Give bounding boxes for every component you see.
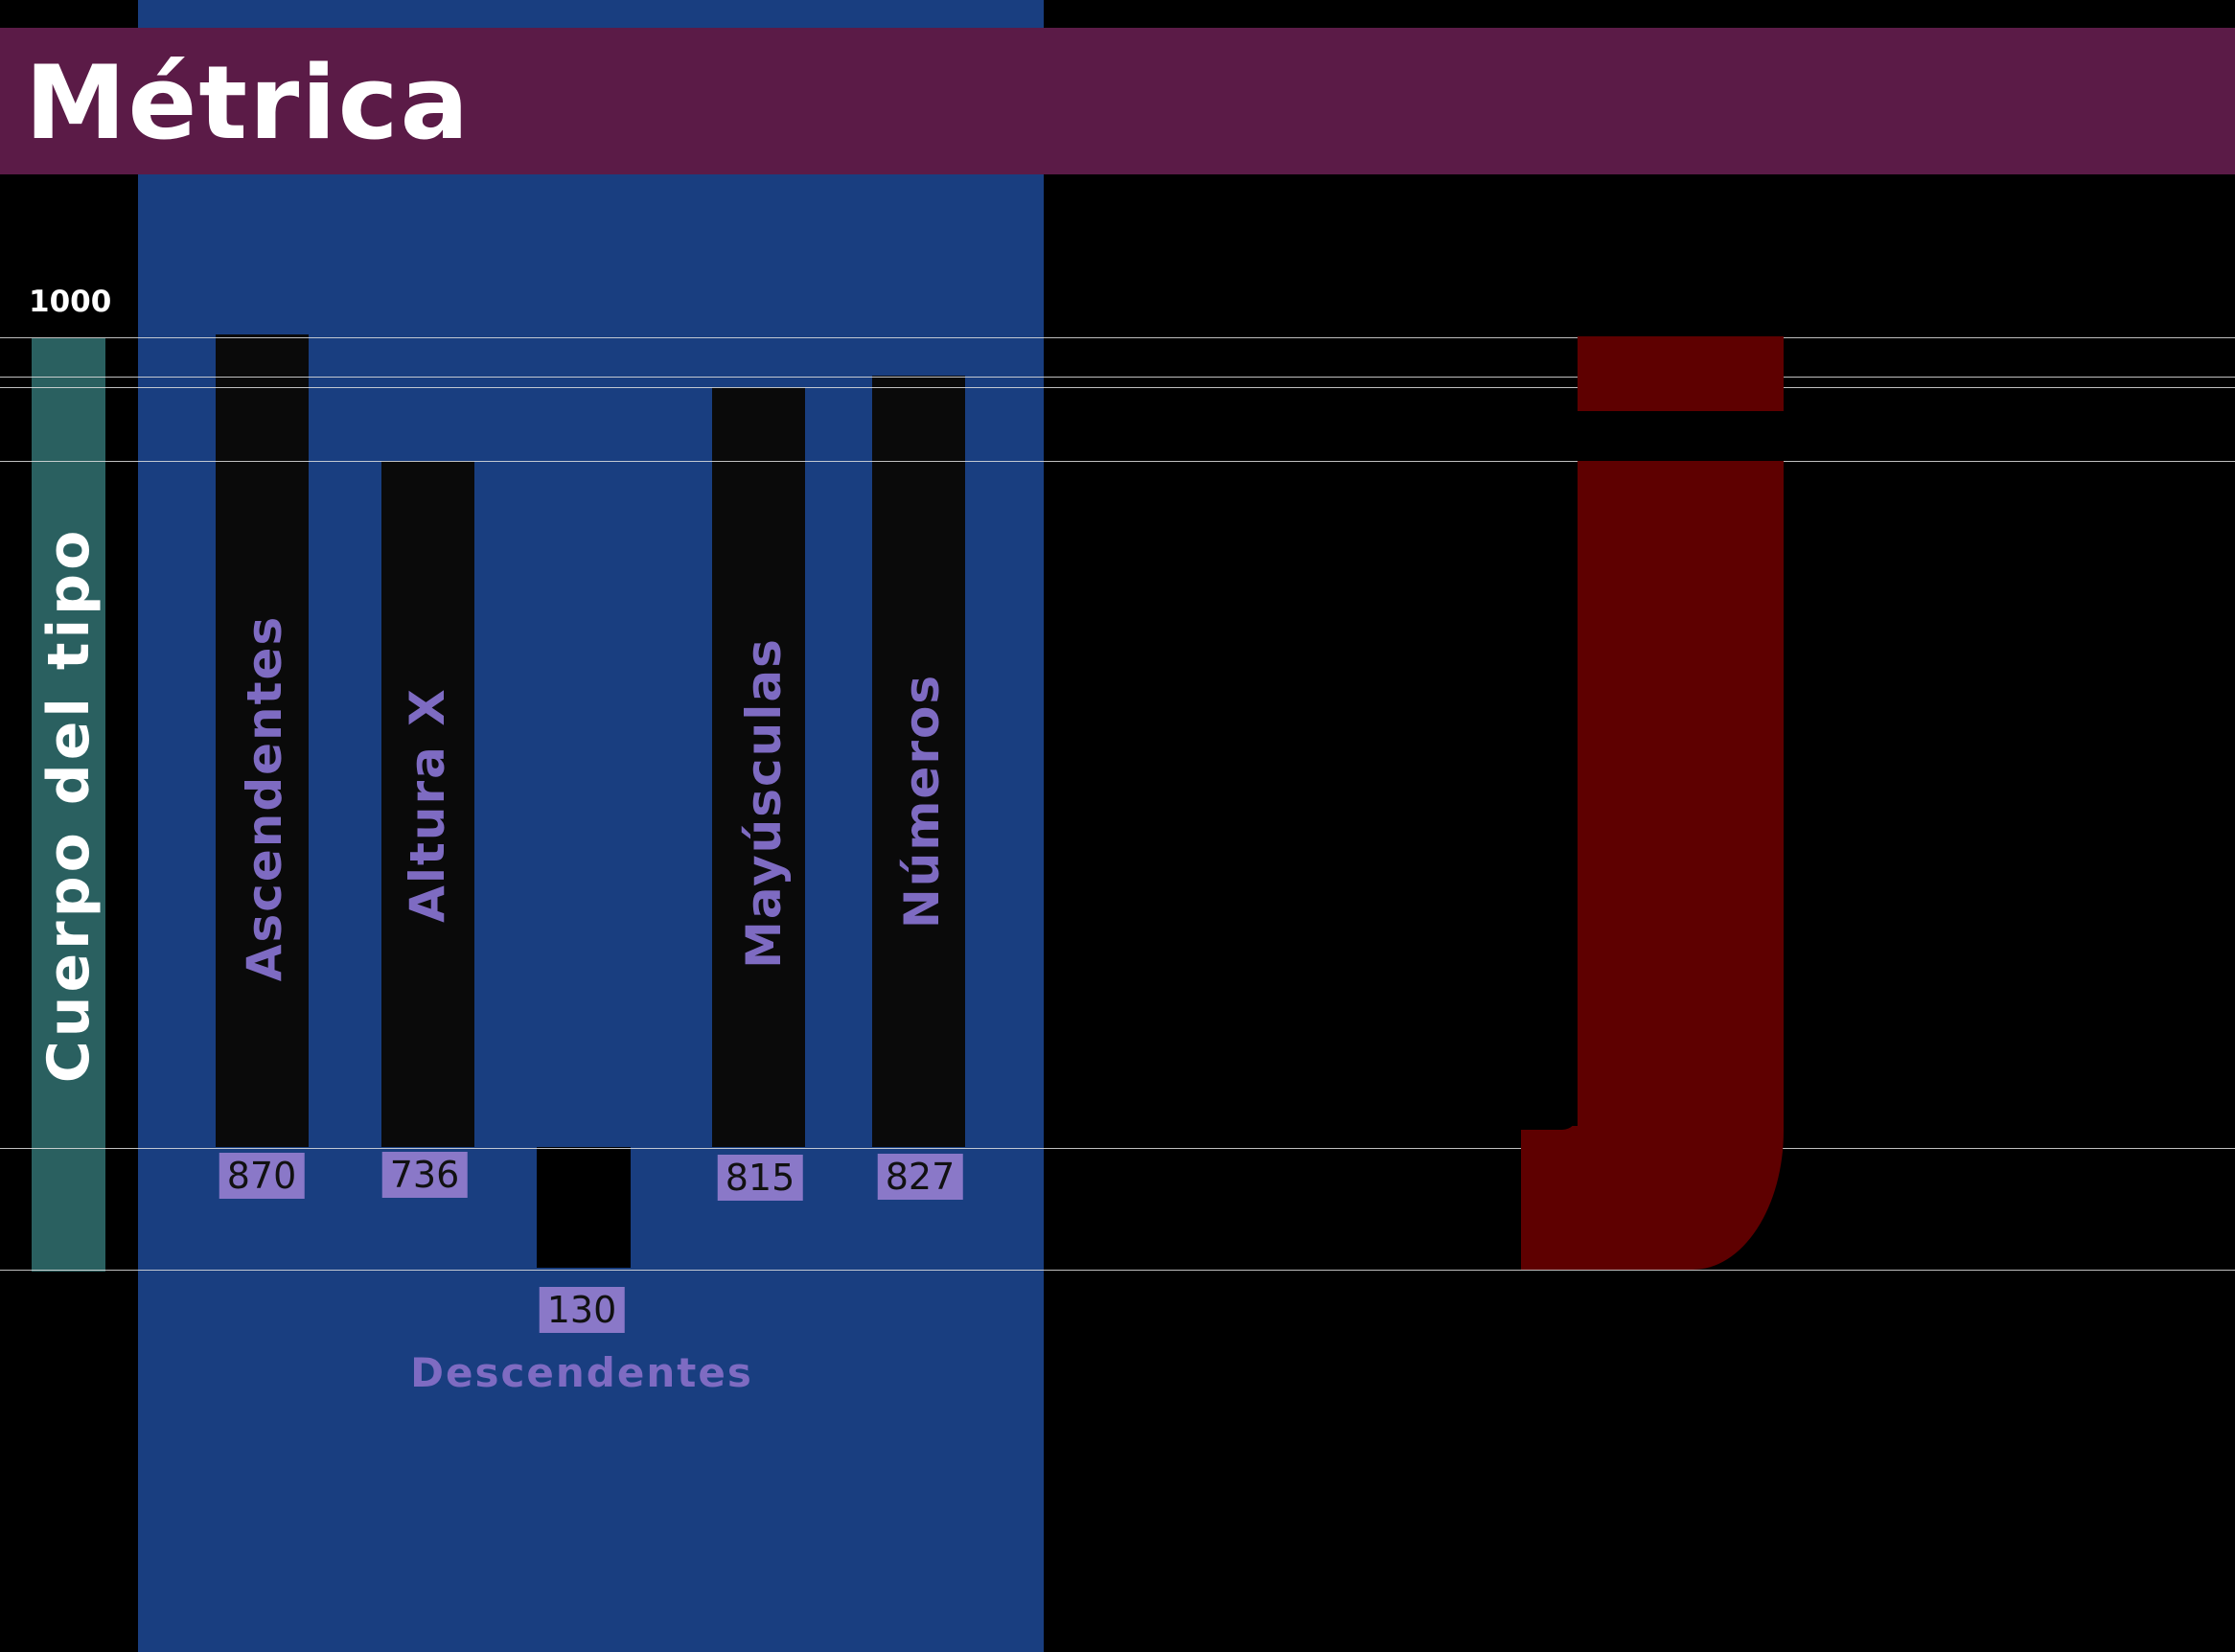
metric-label-altura-x: Altura X — [400, 687, 455, 923]
guide-line-numbers — [0, 377, 2235, 378]
guide-line-x-height — [0, 461, 2235, 462]
body-size-bar — [32, 338, 105, 1272]
header-band — [0, 28, 2235, 174]
guide-line-capitals — [0, 387, 2235, 388]
metric-label-numeros: Números — [894, 673, 950, 929]
metric-value-descendentes: 130 — [539, 1287, 625, 1333]
j-glyph-stem — [1578, 461, 1784, 1126]
metric-value-mayusculas: 815 — [717, 1155, 803, 1201]
metric-bar-altura-x — [381, 461, 474, 1147]
metric-value-ascendentes: 870 — [219, 1153, 305, 1199]
metric-bar-numeros — [872, 376, 965, 1147]
metric-label-descendentes: Descendentes — [410, 1349, 753, 1396]
metric-value-numeros: 827 — [877, 1154, 963, 1200]
guide-line-ascender — [0, 337, 2235, 338]
body-max-value: 1000 — [29, 285, 112, 319]
metric-label-mayusculas: Mayúsculas — [736, 637, 792, 969]
metric-bar-descendentes — [537, 1147, 631, 1268]
body-size-label: Cuerpo del tipo — [35, 526, 103, 1084]
j-glyph-dot — [1578, 336, 1784, 411]
metric-label-ascendentes: Ascendentes — [237, 614, 292, 982]
metric-value-altura-x: 736 — [381, 1152, 468, 1198]
j-glyph-tail-notch — [1519, 1112, 1578, 1130]
metric-bar-ascendentes — [216, 334, 309, 1147]
page-title: Métrica — [25, 44, 472, 162]
metric-bar-mayusculas — [712, 387, 805, 1147]
guide-line-descender — [0, 1270, 2235, 1271]
guide-line-baseline — [0, 1148, 2235, 1149]
j-glyph-tail — [1521, 1126, 1784, 1270]
